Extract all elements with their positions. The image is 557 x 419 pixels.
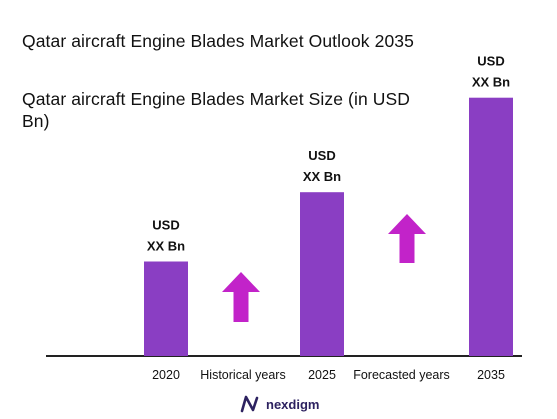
chart-subtitle: Qatar aircraft Engine Blades Market Size… [22, 89, 411, 131]
x-tick-label: 2035 [477, 368, 505, 382]
bar-2020 [144, 261, 188, 356]
period-label: Forecasted years [353, 368, 450, 382]
bar-value-label-amount: XX Bn [472, 75, 510, 90]
period-label: Historical years [200, 368, 285, 382]
bar-2035 [469, 97, 513, 356]
growth-arrow-icon [222, 272, 260, 322]
nexdigm-logo-icon [240, 395, 259, 413]
brand-name: nexdigm [266, 396, 320, 412]
brand-logo: nexdigm [240, 394, 319, 414]
bar-value-label-currency: USD [152, 218, 179, 233]
bar-value-label-currency: USD [477, 54, 504, 69]
bar-value-label-amount: XX Bn [147, 239, 185, 254]
growth-arrow-icon [388, 214, 426, 263]
x-tick-label: 2020 [152, 368, 180, 382]
x-tick-label: 2025 [308, 368, 336, 382]
chart-title: Qatar aircraft Engine Blades Market Outl… [22, 31, 414, 51]
bar-value-label-amount: XX Bn [303, 169, 341, 184]
bar-2025 [300, 192, 344, 356]
bar-value-label-currency: USD [308, 148, 335, 163]
